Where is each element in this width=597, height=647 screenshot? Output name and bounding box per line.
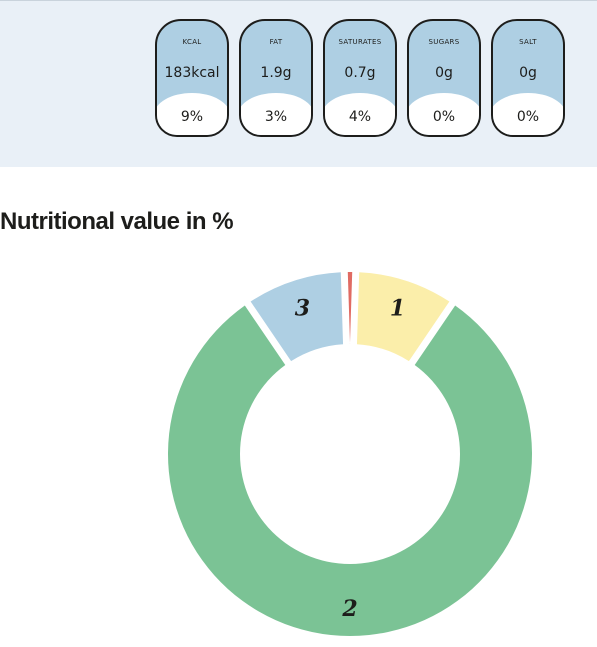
donut-slice-2 (167, 305, 532, 636)
nutrient-percent: 4% (348, 109, 372, 125)
nutrient-label: KCAL (182, 38, 202, 46)
section-title: Nutritional value in % (0, 208, 234, 235)
pill-bottom-panel (325, 93, 395, 135)
nutrient-value: 183kcal (164, 65, 220, 81)
nutrient-percent: 0% (516, 109, 540, 125)
nutrient-label: SUGARS (428, 38, 460, 46)
nutrition-donut-chart: 1 2 3 (167, 272, 532, 636)
donut-slice-label-2: 2 (341, 596, 357, 622)
donut-slice-4 (347, 272, 353, 344)
pill-bottom-panel (157, 93, 227, 135)
nutrient-pill-fat: FAT 1.9g 3% (239, 19, 313, 137)
nutrient-value: 0.7g (344, 65, 376, 81)
nutrient-percent: 3% (264, 109, 288, 125)
nutrient-pill-kcal: KCAL 183kcal 9% (155, 19, 229, 137)
nutrient-label: FAT (269, 38, 283, 46)
nutrient-percent: 0% (432, 109, 456, 125)
nutrient-label: SATURATES (338, 38, 382, 46)
nutrition-label-band: KCAL 183kcal 9% FAT 1.9g 3% SATURATES 0.… (0, 0, 597, 167)
nutrient-pill-salt: SALT 0g 0% (491, 19, 565, 137)
nutrient-value: 0g (435, 65, 453, 81)
pill-bottom-panel (493, 93, 563, 135)
nutrient-value: 1.9g (260, 65, 292, 81)
donut-slice-3 (250, 272, 344, 362)
pill-bottom-panel (241, 93, 311, 135)
donut-slice-label-3: 3 (295, 296, 310, 322)
nutrient-pill-saturates: SATURATES 0.7g 4% (323, 19, 397, 137)
nutrient-label: SALT (519, 38, 537, 46)
nutrient-percent: 9% (180, 109, 204, 125)
donut-slice-1 (356, 272, 450, 362)
pill-bottom-panel (409, 93, 479, 135)
nutrient-pill-sugars: SUGARS 0g 0% (407, 19, 481, 137)
donut-slice-label-1: 1 (390, 296, 405, 322)
nutrient-value: 0g (519, 65, 537, 81)
